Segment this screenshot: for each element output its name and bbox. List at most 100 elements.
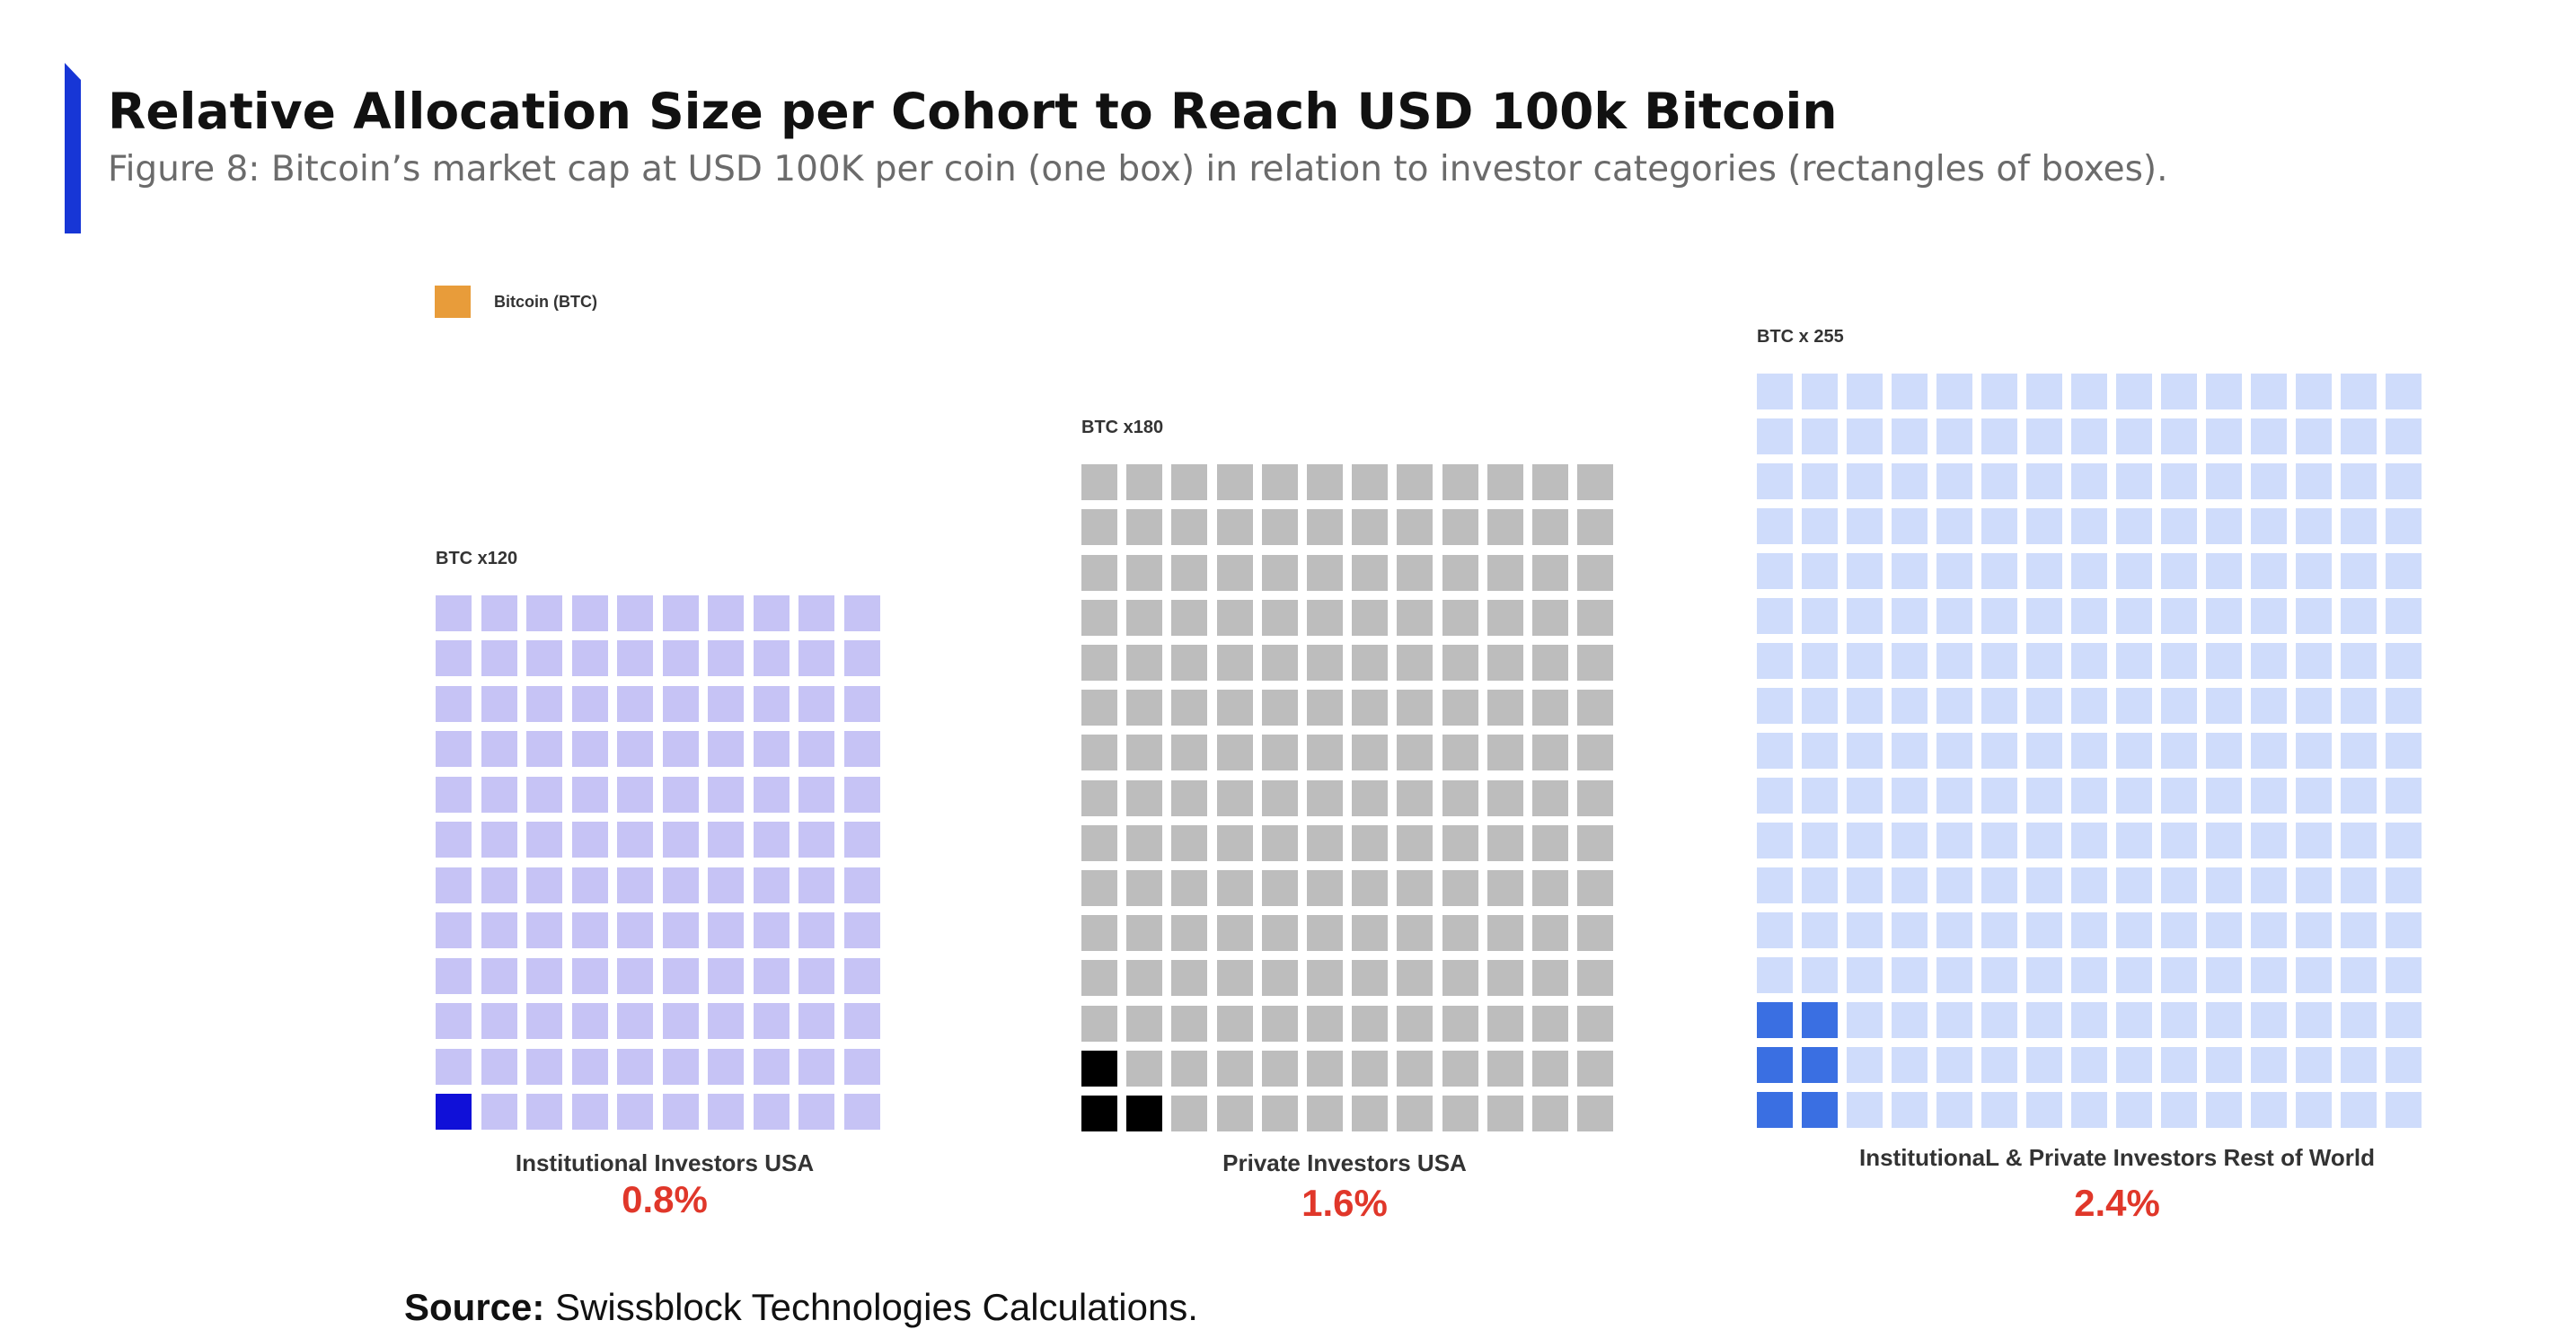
waffle-box: [843, 1003, 880, 1039]
waffle-box: [1442, 779, 1478, 816]
waffle-box: [1757, 418, 1793, 454]
waffle-box: [1307, 915, 1343, 952]
waffle-box: [1171, 464, 1208, 501]
waffle-box: [1847, 778, 1883, 814]
waffle-box: [1757, 643, 1793, 679]
waffle-box: [2206, 553, 2242, 589]
waffle-box: [2296, 463, 2332, 499]
waffle-box: [2296, 1092, 2332, 1128]
waffle-box: [1307, 599, 1343, 636]
waffle-box: [1532, 735, 1568, 771]
waffle-box: [1261, 554, 1298, 591]
cohort-name-rest-of-world: InstitutionaL & Private Investors Rest o…: [1858, 1144, 2376, 1171]
waffle-box: [571, 1094, 608, 1130]
waffle-box: [2161, 1047, 2197, 1083]
waffle-box: [2386, 1092, 2422, 1128]
waffle-box: [2251, 598, 2287, 634]
waffle-box: [1307, 644, 1343, 681]
waffle-box: [617, 957, 653, 994]
waffle-box: [2386, 598, 2422, 634]
waffle-box: [2341, 374, 2377, 409]
waffle-box: [1352, 599, 1389, 636]
waffle-box: [1577, 960, 1614, 997]
waffle-box: [662, 1003, 699, 1039]
waffle-box: [2206, 418, 2242, 454]
waffle-box: [1397, 464, 1434, 501]
waffle-box: [1216, 690, 1253, 726]
waffle-box: [1577, 644, 1614, 681]
waffle-box: [1802, 598, 1838, 634]
waffle-box: [1981, 508, 2017, 544]
waffle-box: [1847, 1002, 1883, 1038]
waffle-box: [1171, 1005, 1208, 1042]
waffle-box: [2386, 778, 2422, 814]
waffle-box: [1171, 690, 1208, 726]
waffle-box: [2071, 688, 2107, 724]
waffle-box: [436, 1048, 472, 1085]
waffle-box: [1802, 463, 1838, 499]
waffle-box: [1532, 554, 1568, 591]
waffle-box: [708, 1094, 744, 1130]
waffle-box: [1486, 1050, 1523, 1087]
waffle-box: [1216, 915, 1253, 952]
waffle-box: [481, 1003, 517, 1039]
waffle-box: [708, 957, 744, 994]
waffle-box: [2161, 778, 2197, 814]
waffle-box: [617, 594, 653, 631]
waffle-box: [1442, 690, 1478, 726]
waffle-box: [1307, 1095, 1343, 1131]
waffle-box: [1397, 735, 1434, 771]
waffle-box: [708, 1048, 744, 1085]
waffle-box: [1847, 1047, 1883, 1083]
waffle-box: [1126, 915, 1163, 952]
waffle-box: [1171, 960, 1208, 997]
waffle-box: [526, 1003, 562, 1039]
waffle-box: [708, 640, 744, 676]
waffle-box: [1397, 960, 1434, 997]
waffle-box: [1081, 464, 1117, 501]
waffle-box: [1171, 644, 1208, 681]
waffle-box: [843, 640, 880, 676]
waffle-box: [2251, 1092, 2287, 1128]
waffle-box: [1847, 418, 1883, 454]
waffle-box: [662, 776, 699, 813]
waffle-box: [2116, 463, 2152, 499]
waffle-box: [1802, 778, 1838, 814]
waffle-box: [1261, 735, 1298, 771]
waffle-box: [708, 867, 744, 903]
waffle-box: [662, 1094, 699, 1130]
chart-subtitle: Figure 8: Bitcoin’s market cap at USD 10…: [108, 149, 2168, 189]
waffle-box: [2251, 508, 2287, 544]
waffle-box: [2161, 418, 2197, 454]
waffle-box: [2161, 643, 2197, 679]
waffle-box: [571, 685, 608, 722]
waffle-box: [1126, 1005, 1163, 1042]
cohort-percent-rest-of-world: 2.4%: [2074, 1182, 2160, 1224]
waffle-box: [1981, 463, 2017, 499]
waffle-box: [1352, 554, 1389, 591]
waffle-box: [1442, 644, 1478, 681]
waffle-box: [843, 822, 880, 858]
waffle-box: [753, 1003, 790, 1039]
panel-label-private-usa: BTC x180: [1081, 418, 1164, 438]
waffle-box: [2071, 823, 2107, 858]
waffle-box: [843, 1094, 880, 1130]
waffle-box: [2251, 463, 2287, 499]
waffle-box: [753, 1048, 790, 1085]
waffle-box: [843, 957, 880, 994]
waffle-box: [526, 867, 562, 903]
waffle-box: [1936, 823, 1972, 858]
waffle-box: [1216, 1005, 1253, 1042]
waffle-box: [481, 776, 517, 813]
waffle-box: [1442, 599, 1478, 636]
legend-label-btc: Bitcoin (BTC): [494, 293, 597, 311]
waffle-box: [1171, 869, 1208, 906]
waffle-box: [2161, 867, 2197, 903]
waffle-box: [2071, 733, 2107, 769]
waffle-box: [1532, 464, 1568, 501]
waffle-box: [1936, 598, 1972, 634]
waffle-box: [2116, 418, 2152, 454]
panel-label-institutional-usa: BTC x120: [436, 548, 518, 568]
waffle-box: [1892, 1047, 1928, 1083]
waffle-box: [1397, 1050, 1434, 1087]
